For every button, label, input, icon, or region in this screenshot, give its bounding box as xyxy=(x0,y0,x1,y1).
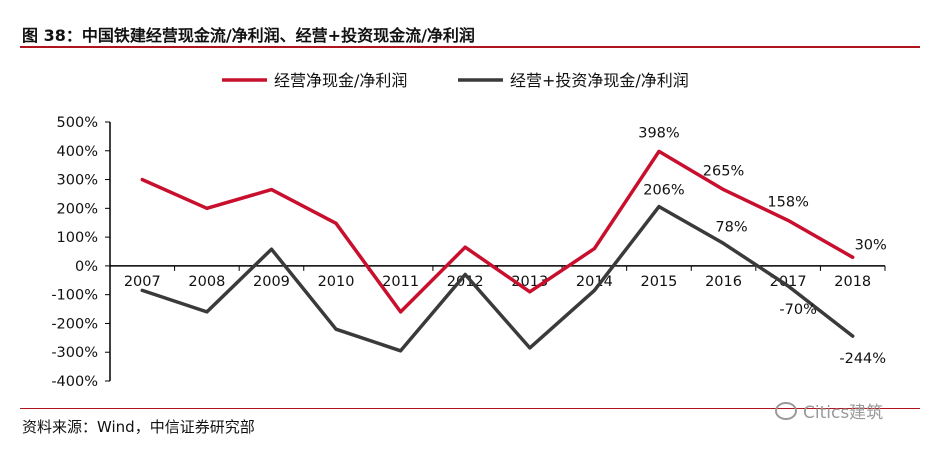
series-0-point xyxy=(399,310,403,314)
wechat-icon xyxy=(775,401,797,420)
series-1-point xyxy=(334,327,338,331)
series-0-point xyxy=(851,255,855,259)
series-0-point xyxy=(269,188,273,192)
x-tick-label: 2008 xyxy=(188,274,225,290)
series-0-point xyxy=(722,188,726,192)
series-1-point xyxy=(592,288,596,292)
series-1-point xyxy=(851,334,855,338)
series-0-point xyxy=(528,290,532,294)
series-1-point xyxy=(786,284,790,288)
series-1-point xyxy=(205,310,209,314)
data-label: 265% xyxy=(703,164,744,180)
x-tick-label: 2016 xyxy=(705,274,742,290)
series-1-point xyxy=(722,241,726,245)
series-1-point xyxy=(657,205,661,209)
series-1-point xyxy=(140,288,144,292)
y-tick-label: 0% xyxy=(75,259,98,275)
data-labels: 398% 265% 158% 30% 206% 78% -70% -244% xyxy=(638,125,887,367)
chart-series xyxy=(140,149,855,353)
chart-legend: 经营净现金/净利润 经营+投资净现金/净利润 xyxy=(222,71,689,90)
figure-title: 图 38：中国铁建经营现金流/净利润、经营+投资现金流/净利润 xyxy=(22,26,475,45)
data-label: 30% xyxy=(855,237,887,253)
series-1-point xyxy=(269,247,273,251)
series-0-point xyxy=(657,149,661,153)
y-tick-label: 500% xyxy=(57,115,98,131)
data-label: 206% xyxy=(643,183,684,199)
series-0-point xyxy=(334,221,338,225)
title-divider xyxy=(20,46,920,48)
data-label: 78% xyxy=(715,219,747,235)
y-tick-label: -300% xyxy=(51,345,98,361)
series-0-point xyxy=(463,245,467,249)
y-tick-label: 300% xyxy=(57,173,98,189)
data-label: 158% xyxy=(767,194,808,210)
y-tick-label: 100% xyxy=(57,230,98,246)
series-0-point xyxy=(205,206,209,210)
chart-axes: 500% 400% 300% 200% 100% 0% -100% -200% -300% -40… xyxy=(51,115,886,390)
x-tick-label: 2018 xyxy=(834,274,871,290)
x-tick-label: 2015 xyxy=(641,274,678,290)
series-1-point xyxy=(528,346,532,350)
source-note: 资料来源：Wind，中信证券研究部 xyxy=(22,418,255,436)
data-label: 398% xyxy=(638,125,679,141)
series-line-1 xyxy=(140,204,855,353)
data-label: -70% xyxy=(779,302,816,318)
legend-label-1: 经营+投资净现金/净利润 xyxy=(510,71,689,90)
series-0-point xyxy=(592,247,596,251)
footer-divider xyxy=(20,408,920,409)
y-tick-label: -200% xyxy=(51,316,98,332)
data-label: -244% xyxy=(839,351,886,367)
series-0-point xyxy=(140,178,144,182)
y-tick-label: -100% xyxy=(51,288,98,304)
y-tick-label: -400% xyxy=(51,374,98,390)
x-tick-label: 2010 xyxy=(318,274,355,290)
series-1-point xyxy=(399,349,403,353)
legend-label-0: 经营净现金/净利润 xyxy=(274,71,407,90)
x-tick-label: 2011 xyxy=(382,274,419,290)
series-line-0 xyxy=(140,149,855,314)
series-1-point xyxy=(463,273,467,277)
x-tick-label: 2009 xyxy=(253,274,290,290)
watermark: Citics建筑 xyxy=(775,398,883,423)
y-tick-label: 200% xyxy=(57,201,98,217)
x-tick-label: 2007 xyxy=(124,274,161,290)
y-tick-label: 400% xyxy=(57,144,98,160)
series-0-point xyxy=(786,218,790,222)
watermark-text: Citics建筑 xyxy=(803,403,884,423)
